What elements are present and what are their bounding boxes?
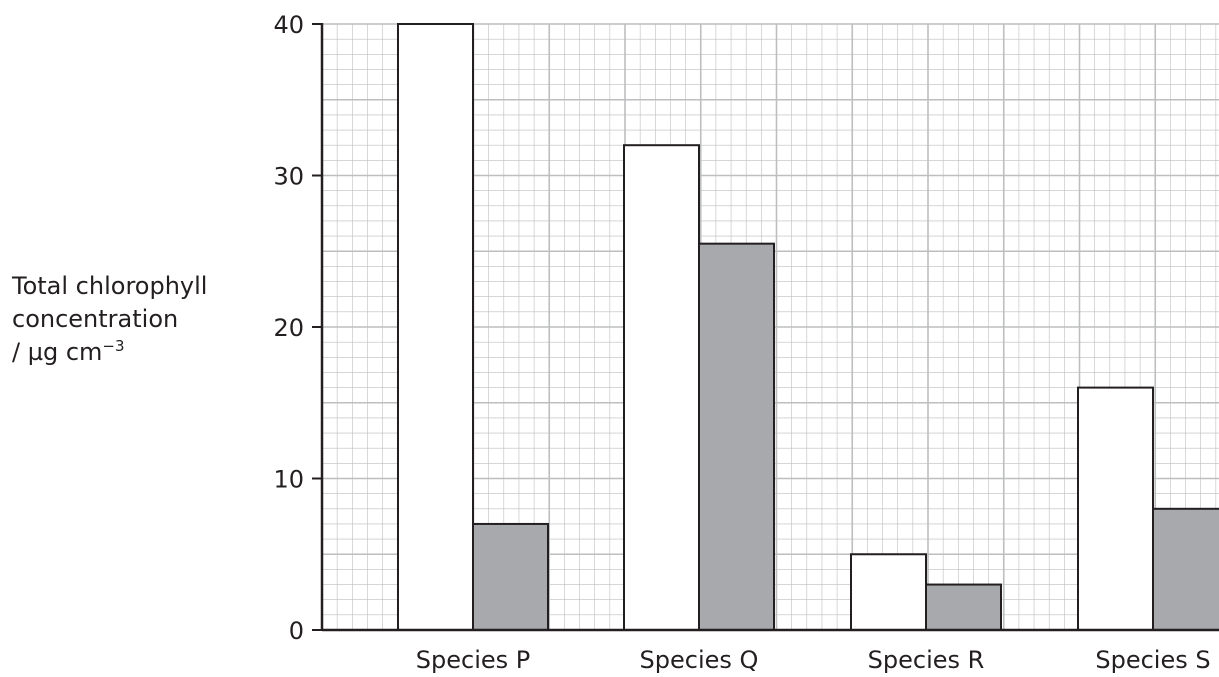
bar-species-q-series-2 <box>698 242 775 632</box>
bars <box>397 23 1219 632</box>
x-category-label: Species Q <box>640 646 759 674</box>
bar-species-p-series-2 <box>472 522 549 632</box>
x-category-label: Species P <box>416 646 530 674</box>
y-tick-label: 30 <box>273 163 304 191</box>
y-tick-label: 40 <box>273 11 304 39</box>
y-axis-unit-exponent: −3 <box>102 337 125 355</box>
y-axis-label-line2: concentration <box>12 305 179 333</box>
y-tick-label: 10 <box>273 466 304 494</box>
bar-species-r-series-1 <box>850 553 927 631</box>
bar-species-s-series-2 <box>1152 507 1219 631</box>
y-axis-unit: / µg cm <box>12 338 103 366</box>
x-category-label: Species R <box>868 646 985 674</box>
category-labels: Species P Species Q Species R Species S <box>416 646 1211 674</box>
y-axis-label-line3: / µg cm−3 <box>12 336 247 369</box>
y-tick-labels: 0 10 20 30 40 <box>273 11 322 645</box>
bar-species-r-series-2 <box>925 583 1002 631</box>
y-axis-label: Total chlorophyll concentration / µg cm−… <box>12 270 247 369</box>
y-tick-label: 20 <box>273 314 304 342</box>
x-category-label: Species S <box>1095 646 1210 674</box>
bar-species-p-series-1 <box>397 23 474 631</box>
y-tick-label: 0 <box>289 617 304 645</box>
y-axis-label-line1: Total chlorophyll <box>12 272 208 300</box>
bar-species-s-series-1 <box>1077 386 1154 631</box>
bar-species-q-series-1 <box>623 144 700 631</box>
